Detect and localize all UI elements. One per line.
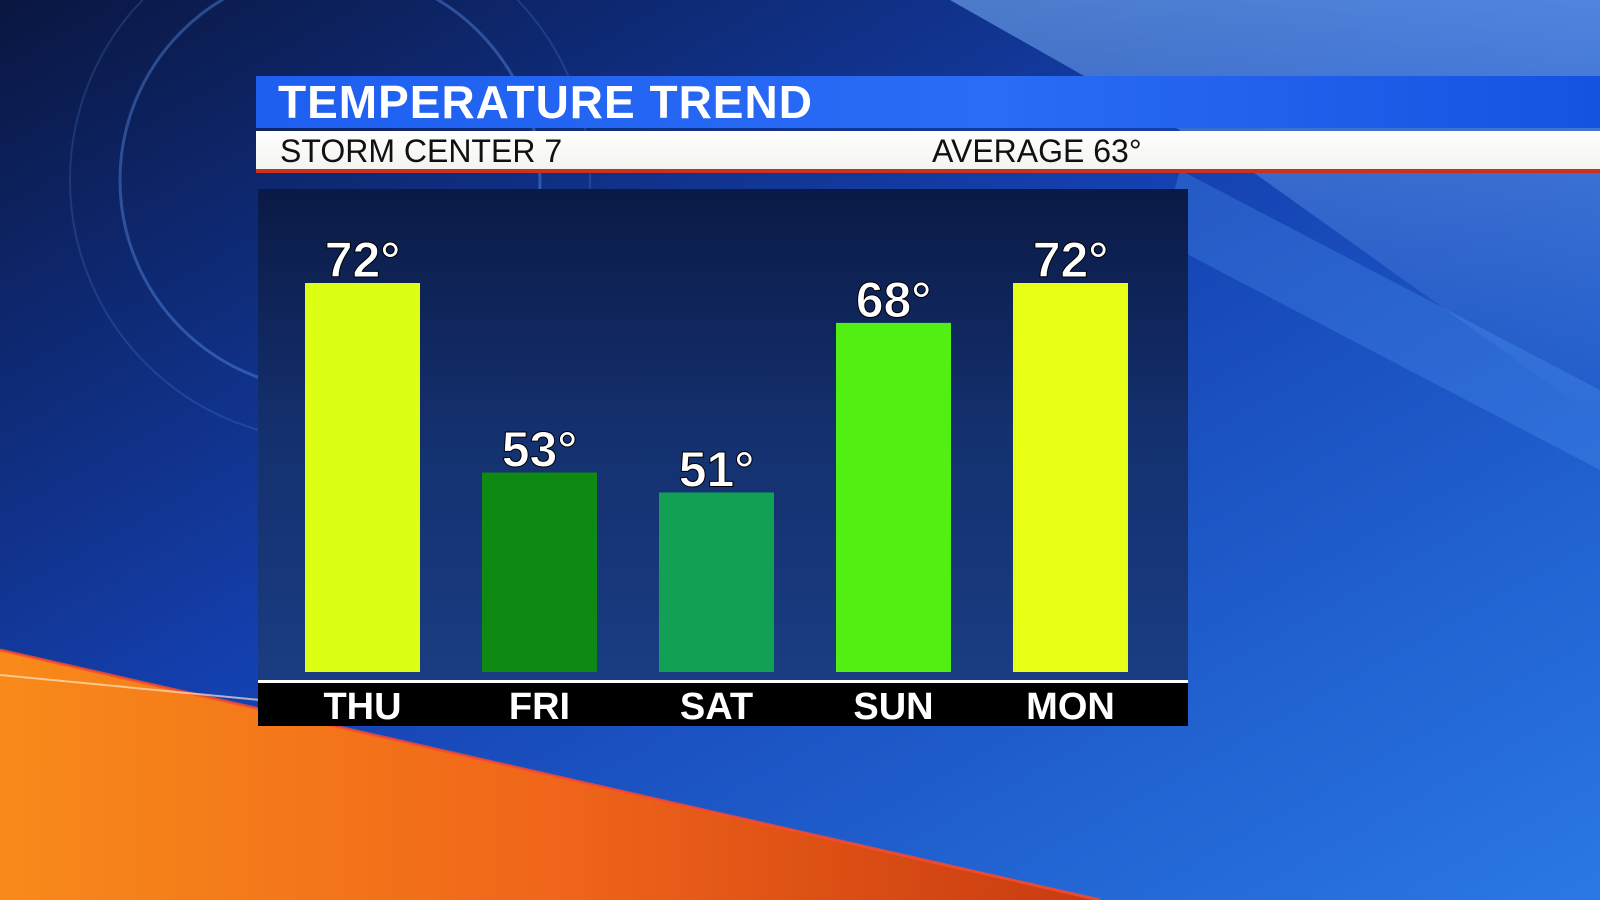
bar-thu bbox=[305, 283, 420, 672]
day-label-fri: FRI bbox=[509, 686, 570, 726]
value-label-fri: 53° bbox=[502, 422, 578, 478]
temperature-bar-chart: 72° THU 53° FRI 51° SAT 68° SUN 72° MON bbox=[258, 232, 1188, 726]
value-label-sun: 68° bbox=[856, 272, 932, 328]
day-label-strip bbox=[258, 683, 1188, 726]
station-label: STORM CENTER 7 bbox=[280, 133, 563, 169]
day-label-sat: SAT bbox=[680, 686, 753, 726]
bar-sat bbox=[659, 492, 774, 672]
average-label: AVERAGE 63° bbox=[932, 133, 1142, 169]
bar-fri bbox=[482, 472, 597, 672]
title-bar: TEMPERATURE TREND bbox=[256, 76, 1600, 128]
value-label-thu: 72° bbox=[325, 232, 401, 288]
value-label-sat: 51° bbox=[679, 441, 755, 497]
baseline-line bbox=[258, 680, 1188, 683]
bar-sun bbox=[836, 322, 951, 672]
chart-title: TEMPERATURE TREND bbox=[278, 76, 813, 128]
value-label-mon: 72° bbox=[1033, 232, 1109, 288]
bar-mon bbox=[1013, 283, 1128, 672]
subtitle-bar: STORM CENTER 7 AVERAGE 63° bbox=[256, 131, 1600, 173]
day-label-sun: SUN bbox=[853, 686, 933, 726]
day-label-thu: THU bbox=[323, 686, 401, 726]
day-label-mon: MON bbox=[1026, 686, 1115, 726]
